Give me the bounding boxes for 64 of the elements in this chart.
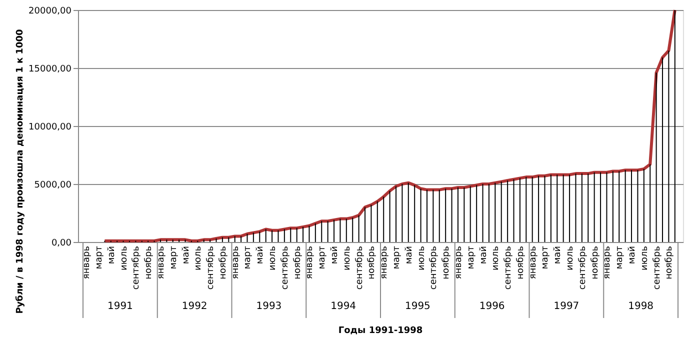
x-tick-label: сентябрь [206,246,216,290]
x-tick-label: сентябрь [354,246,365,290]
x-tick-label: июль [268,246,278,270]
x-tick-label: май [404,246,414,264]
y-tick-label: 0,00 [51,238,72,248]
text: 1992 [182,301,208,312]
x-tick-label: январь [82,246,92,280]
x-tick-label: март [540,246,551,270]
x-tick-label: сентябрь [132,246,142,290]
x-tick-label: март [243,246,254,270]
x-tick-label: март [94,246,104,270]
x-tick-label: январь [602,246,613,280]
x-tick-label: ноябрь [590,246,600,280]
x-tick-label: июль [194,246,204,270]
y-tick-label: 15000,00 [28,64,72,74]
x-tick-label: май [181,246,192,264]
x-tick-label: июль [416,246,427,270]
x-tick-label: сентябрь [504,246,514,290]
x-tick-label: май [553,246,564,264]
x-tick-label: январь [305,246,316,280]
text: 1994 [330,301,356,312]
x-tick-label: июль [119,246,130,270]
y-tick-label: 10000,00 [28,122,72,132]
x-tick-label: март [392,246,402,270]
x-tick-label: май [106,246,117,264]
x-tick-label: ноябрь [218,246,228,280]
x-tick-label: январь [454,246,464,280]
x-tick-label: июль [491,246,502,270]
x-tick-label: ноябрь [367,246,378,280]
x-tick-label: ноябрь [442,246,452,280]
x-tick-label: май [628,246,638,264]
line-series [103,8,676,242]
x-axis-title: Годы 1991-1998 [338,326,423,336]
x-tick-label: сентябрь [652,246,662,290]
x-tick-label: сентябрь [578,246,588,290]
x-tick-label: март [466,246,476,270]
x-tick-label: сентябрь [280,246,290,290]
y-tick-label: 20000,00 [28,6,72,16]
x-tick-label: май [478,246,489,264]
x-tick-label: март [615,246,626,270]
x-tick-label: ноябрь [144,246,154,280]
x-tick-label: июль [640,246,650,270]
x-tick-label: сентябрь [429,246,440,290]
x-tick-label: июль [566,246,576,270]
x-tick-label: январь [230,246,241,280]
text: 1998 [628,301,654,312]
x-tick-label: май [256,246,266,264]
x-tick-label: март [168,246,179,270]
x-tick-label: январь [380,246,390,280]
text: 1995 [404,301,430,312]
text: 1993 [256,301,282,312]
x-tick-label: январь [528,246,538,280]
x-tick-label: ноябрь [664,246,675,280]
text: 1997 [554,301,580,312]
x-tick-label: июль [342,246,352,270]
x-tick-label: май [330,246,340,264]
text: 1991 [107,301,133,312]
x-tick-label: март [318,246,328,270]
x-tick-label: ноябрь [516,246,526,280]
x-tick-label: январь [156,246,166,280]
text: 1996 [479,301,505,312]
y-tick-label: 5000,00 [34,180,72,190]
x-tick-label: ноябрь [292,246,303,280]
y-axis-title: Рубли / в 1998 году произошла деноминация 1 к 1000 [14,29,26,314]
